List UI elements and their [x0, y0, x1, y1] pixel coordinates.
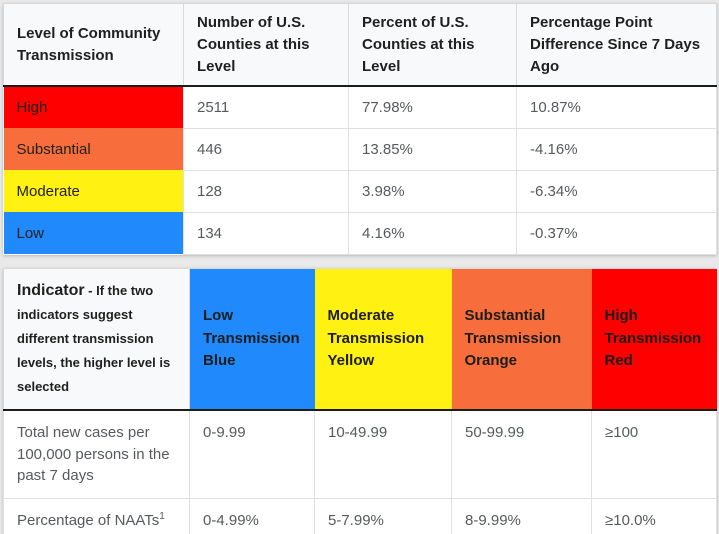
indicator-label-cell: Total new cases per 100,000 persons in t…: [3, 409, 190, 499]
percent-cell: 13.85%: [348, 127, 517, 171]
column-header-counties: Number of U.S. Counties at this Level: [183, 3, 349, 88]
threshold-cell-blue: 0-4.99%: [189, 497, 315, 534]
diff-cell: 10.87%: [516, 85, 717, 129]
column-header-level: Level of Community Transmission: [3, 3, 184, 88]
footnote-marker: 1: [159, 511, 165, 522]
counties-cell: 134: [183, 211, 349, 255]
indicator-label: Total new cases per 100,000 persons in t…: [17, 423, 170, 485]
counties-cell: 2511: [183, 85, 349, 129]
indicator-label: Percentage of NAATs: [17, 512, 160, 529]
threshold-cell-red: ≥10.0%: [591, 497, 717, 534]
diff-cell: -6.34%: [516, 169, 717, 213]
level-cell-substantial: Substantial: [3, 128, 184, 171]
level-cell-low: Low: [3, 212, 184, 255]
indicator-thresholds-table: Indicator - If the two indicators sugges…: [3, 267, 717, 534]
table-row-high: High 2511 77.98% 10.87%: [3, 85, 717, 129]
table-row-moderate: Moderate 128 3.98% -6.34%: [3, 169, 717, 213]
column-header-diff: Percentage Point Difference Since 7 Days…: [516, 3, 717, 88]
threshold-cell-orange: 50-99.99: [451, 409, 592, 499]
threshold-cell-red: ≥100: [591, 409, 717, 499]
diff-cell: -4.16%: [516, 127, 717, 171]
table-row-low: Low 134 4.16% -0.37%: [3, 211, 717, 255]
indicator-separator: -: [84, 282, 97, 298]
level-cell-high: High: [3, 86, 184, 129]
table-row-substantial: Substantial 446 13.85% -4.16%: [3, 127, 717, 171]
threshold-cell-yellow: 5-7.99%: [314, 497, 452, 534]
transmission-levels-table: Level of Community Transmission Number o…: [3, 3, 717, 255]
level-cell-moderate: Moderate: [3, 170, 184, 213]
header-row: Indicator - If the two indicators sugges…: [3, 267, 717, 411]
percent-cell: 3.98%: [348, 169, 517, 213]
indicator-header-cell: Indicator - If the two indicators sugges…: [3, 267, 190, 411]
percent-cell: 77.98%: [348, 85, 517, 129]
counties-cell: 128: [183, 169, 349, 213]
percent-cell: 4.16%: [348, 211, 517, 255]
threshold-cell-yellow: 10-49.99: [314, 409, 452, 499]
threshold-cell-orange: 8-9.99%: [451, 497, 592, 534]
column-header-low-blue: Low Transmission Blue: [189, 267, 315, 411]
diff-cell: -0.37%: [516, 211, 717, 255]
column-header-high-red: High Transmission Red: [591, 267, 717, 411]
column-header-moderate-yellow: Moderate Transmission Yellow: [314, 267, 452, 411]
indicator-label-cell: Percentage of NAATs1 that are positive d…: [3, 497, 190, 534]
counties-cell: 446: [183, 127, 349, 171]
column-header-percent: Percent of U.S. Counties at this Level: [348, 3, 517, 88]
indicator-note: If the two indicators suggest different …: [17, 282, 171, 394]
table-row-naat-positivity: Percentage of NAATs1 that are positive d…: [3, 497, 717, 534]
table-row-new-cases: Total new cases per 100,000 persons in t…: [3, 409, 717, 499]
column-header-substantial-orange: Substantial Transmission Orange: [451, 267, 592, 411]
header-row: Level of Community Transmission Number o…: [3, 3, 717, 88]
indicator-title: Indicator: [17, 281, 85, 299]
threshold-cell-blue: 0-9.99: [189, 409, 315, 499]
